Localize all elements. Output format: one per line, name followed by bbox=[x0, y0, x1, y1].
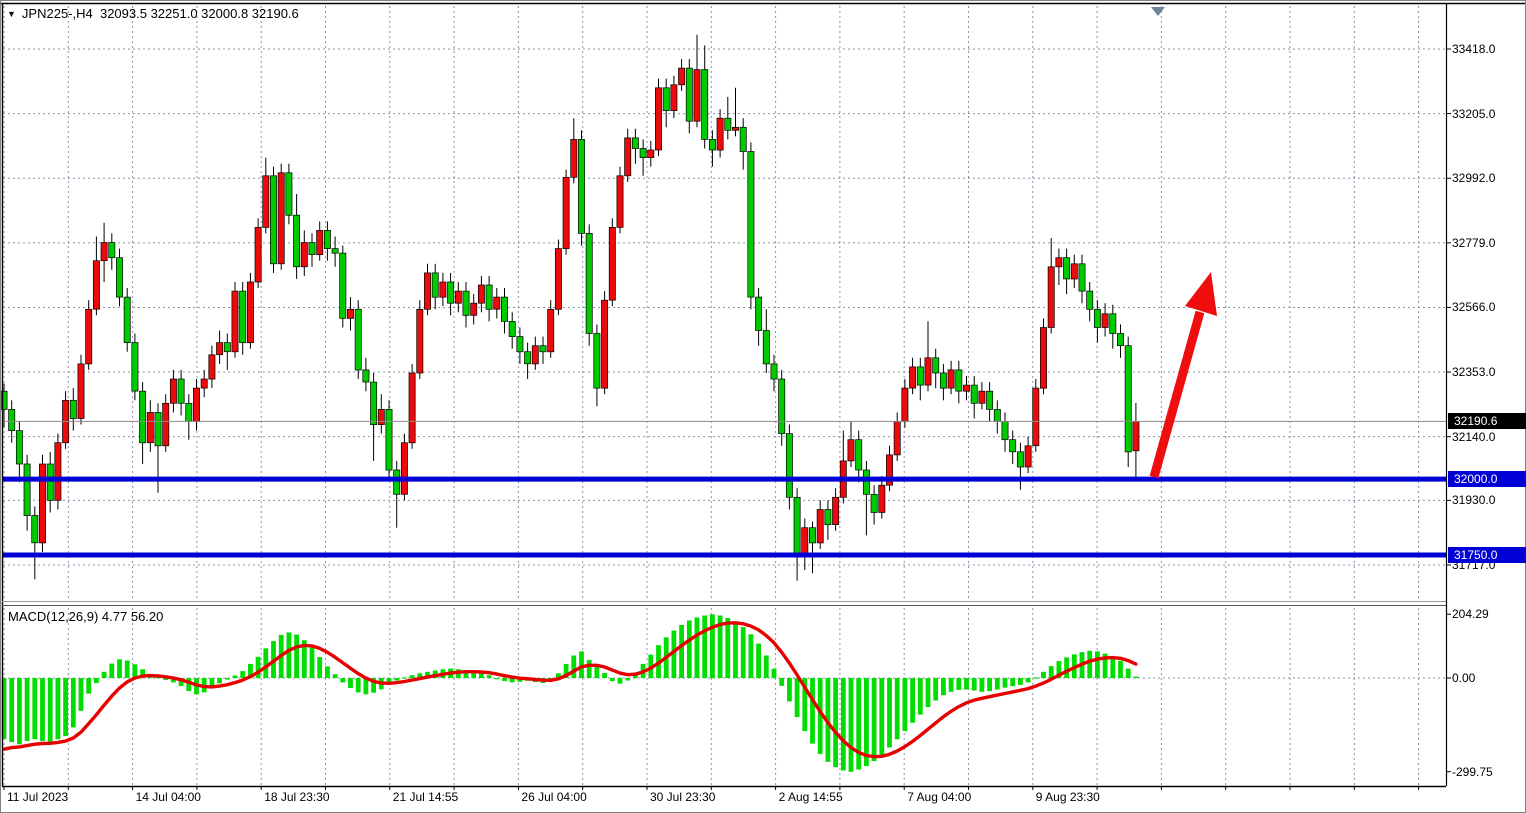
macd-axis-label: 0.00 bbox=[1452, 671, 1476, 685]
macd-axis-label: 204.29 bbox=[1452, 607, 1489, 622]
macd-axis-label: -299.75 bbox=[1452, 764, 1493, 779]
time-axis-label: 14 Jul 04:00 bbox=[135, 790, 201, 804]
time-axis-label: 9 Aug 23:30 bbox=[1035, 790, 1100, 804]
price-axis-label: 33205.0 bbox=[1452, 106, 1496, 121]
time-axis-label: 7 Aug 04:00 bbox=[907, 790, 972, 804]
macd-indicator-label: MACD(12,26,9) 4.77 56.20 bbox=[8, 609, 164, 624]
chart-title-triangle-icon: ▼ bbox=[7, 9, 16, 19]
support-price-label: 32000.0 bbox=[1448, 471, 1526, 488]
time-axis-label: 11 Jul 2023 bbox=[7, 790, 69, 804]
price-axis-label: 33418.0 bbox=[1452, 42, 1496, 56]
price-axis-label: 32566.0 bbox=[1452, 300, 1496, 315]
time-axis-label: 18 Jul 23:30 bbox=[264, 790, 330, 804]
current-price-label: 32190.6 bbox=[1448, 413, 1526, 430]
time-marker-icon bbox=[1151, 7, 1165, 16]
time-axis-label: 2 Aug 14:55 bbox=[778, 790, 843, 804]
price-axis-label: 32779.0 bbox=[1452, 235, 1496, 250]
macd-signal-line bbox=[2, 621, 1138, 759]
time-axis-label: 30 Jul 23:30 bbox=[650, 790, 716, 804]
chart-ohlc-values: 32093.5 32251.0 32000.8 32190.6 bbox=[99, 6, 299, 21]
time-axis-label: 26 Jul 04:00 bbox=[521, 790, 587, 804]
price-axis-label: 32353.0 bbox=[1452, 365, 1496, 380]
trend-arrow-shaft[interactable] bbox=[1149, 310, 1205, 479]
macd-histogram bbox=[1, 614, 1139, 772]
candlestick-series bbox=[0, 34, 1140, 581]
chart-title: ▼ JPN225-,H4 32093.5 32251.0 32000.8 3219… bbox=[7, 6, 299, 21]
support-price-label: 31750.0 bbox=[1448, 546, 1526, 563]
chart-symbol-period: JPN225-,H4 bbox=[21, 6, 93, 21]
price-axis-label: 32140.0 bbox=[1452, 429, 1496, 444]
time-axis-label: 21 Jul 14:55 bbox=[392, 790, 459, 804]
price-axis-label: 32992.0 bbox=[1452, 171, 1496, 186]
price-axis-label: 31930.0 bbox=[1452, 493, 1496, 508]
trend-arrow-head[interactable] bbox=[1185, 272, 1217, 316]
